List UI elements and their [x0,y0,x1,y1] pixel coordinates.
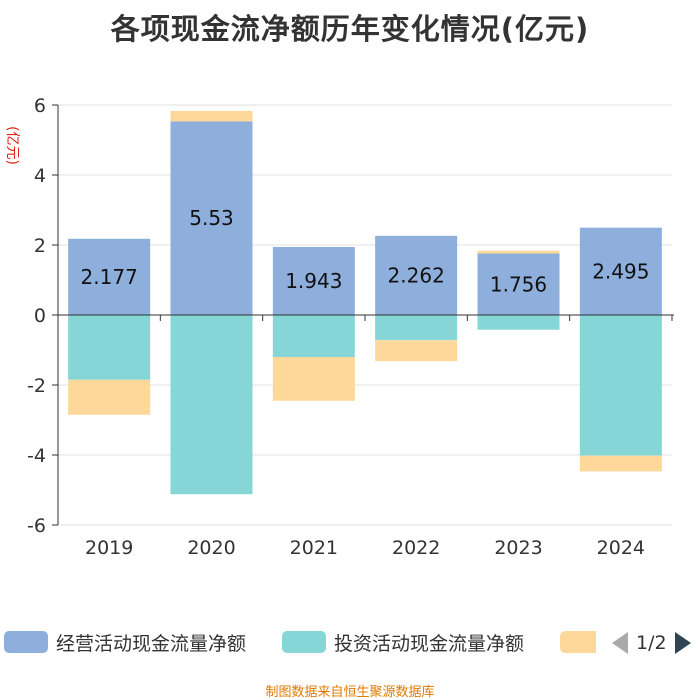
data-label-2023: 1.756 [490,272,547,296]
legend-swatch-financing [560,631,596,653]
bar-2022-series-2[interactable] [375,340,458,362]
x-tick-label: 2024 [597,537,645,559]
data-label-2021: 1.943 [285,269,342,293]
pager-text: 1/2 [636,632,667,654]
data-label-2024: 2.495 [592,259,649,283]
y-tick-label: -6 [27,515,46,537]
legend-label-operating: 经营活动现金流量净额 [56,632,247,655]
pager-next-icon[interactable] [674,632,691,654]
x-tick-label: 2021 [290,537,338,559]
bar-2022-series-1[interactable] [375,315,458,341]
data-labels-layer: 2.177 5.53 1.943 2.262 1.756 2.495 [81,206,650,296]
y-tick-label: -2 [27,375,46,397]
bar-2022-series-0[interactable] [375,235,458,315]
legend-item-operating[interactable]: 经营活动现金流量净额 [4,628,246,656]
pager-prev-icon[interactable] [612,632,628,654]
axes-layer: -6 -4 -2 0 2 4 6 2019 2020 2021 2022 2023 2024 [27,95,674,559]
bar-2020-series-1[interactable] [170,315,253,495]
data-label-2022: 2.262 [388,263,445,287]
bar-2021-series-2[interactable] [272,357,355,401]
y-tick-label: 4 [34,165,46,187]
bar-2023-series-1[interactable] [477,315,560,330]
bar-2024-series-0[interactable] [579,227,662,315]
chart-svg: -6 -4 -2 0 2 4 6 2019 2020 2021 2022 2023 2024 2.177… [4,95,674,559]
legend-label-investing: 投资活动现金流量净额 [334,632,525,655]
bar-2019-series-2[interactable] [68,379,151,415]
x-tick-label: 2022 [392,537,440,559]
bar-2024-series-2[interactable] [579,455,662,472]
bar-2023-series-0[interactable] [477,253,560,315]
bars-layer [68,110,662,495]
chart-title: 各项现金流净额历年变化情况(亿元) [110,12,590,46]
grid-lines [58,104,672,526]
bar-2021-series-0[interactable] [272,246,355,315]
legend-item-investing[interactable]: 投资活动现金流量净额 [282,628,524,656]
y-tick-label: 2 [34,235,46,257]
y-tick-label: 6 [34,95,46,117]
x-tick-label: 2020 [187,537,235,559]
bar-2020-series-2[interactable] [170,110,253,122]
legend-swatch-operating [4,631,48,653]
bar-2020-series-0[interactable] [170,121,253,315]
y-axis-label: (亿元) [4,126,20,165]
bar-2019-series-1[interactable] [68,315,151,380]
x-tick-label: 2019 [85,537,133,559]
y-tick-label: 0 [34,305,46,327]
bar-2019-series-0[interactable] [68,238,151,315]
source-note: 制图数据来自恒生聚源数据库 [265,685,435,700]
legend-item-financing[interactable] [560,628,596,656]
bar-2023-series-2[interactable] [477,250,560,254]
data-label-2019: 2.177 [81,265,138,289]
bar-2024-series-1[interactable] [579,315,662,456]
bar-2021-series-1[interactable] [272,315,355,357]
legend: 经营活动现金流量净额 投资活动现金流量净额 1/2 [0,622,700,662]
y-tick-label: -4 [27,445,46,467]
data-label-2020: 5.53 [189,206,234,230]
x-tick-label: 2023 [494,537,542,559]
legend-swatch-investing [282,631,326,653]
legend-pager: 1/2 [612,630,691,656]
